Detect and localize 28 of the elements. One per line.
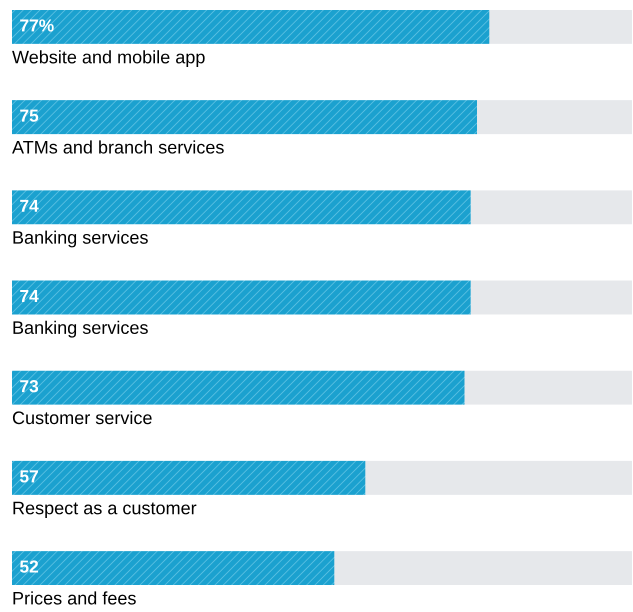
bar xyxy=(489,10,632,44)
bar xyxy=(12,280,471,314)
bar xyxy=(12,100,477,134)
y-tick-label: Website and mobile app xyxy=(12,50,205,68)
y-tick-label: ATMs and branch services xyxy=(12,140,224,154)
data-label: 75 xyxy=(20,110,38,122)
data-label: 73 xyxy=(20,380,38,392)
bar xyxy=(470,280,632,314)
data-label: 52 xyxy=(20,560,38,573)
data-label: 74 xyxy=(20,290,39,302)
bar xyxy=(470,190,632,224)
y-tick-label: Banking services xyxy=(13,230,148,248)
y-tick-label: Banking services xyxy=(13,320,148,338)
bar xyxy=(464,370,632,405)
bar xyxy=(12,460,366,495)
bar xyxy=(365,460,632,495)
data-label: 57 xyxy=(20,470,38,483)
bar xyxy=(12,370,465,405)
bar xyxy=(12,10,490,44)
y-tick-label: Respect as a customer xyxy=(13,502,196,518)
bar xyxy=(12,551,334,585)
data-label: 77% xyxy=(20,19,54,32)
bar xyxy=(12,190,471,224)
bar xyxy=(334,551,632,585)
y-tick-label: Customer service xyxy=(12,410,152,424)
bar xyxy=(477,100,632,134)
y-tick-label: Prices and fees xyxy=(13,591,136,605)
data-label: 74 xyxy=(20,200,39,212)
